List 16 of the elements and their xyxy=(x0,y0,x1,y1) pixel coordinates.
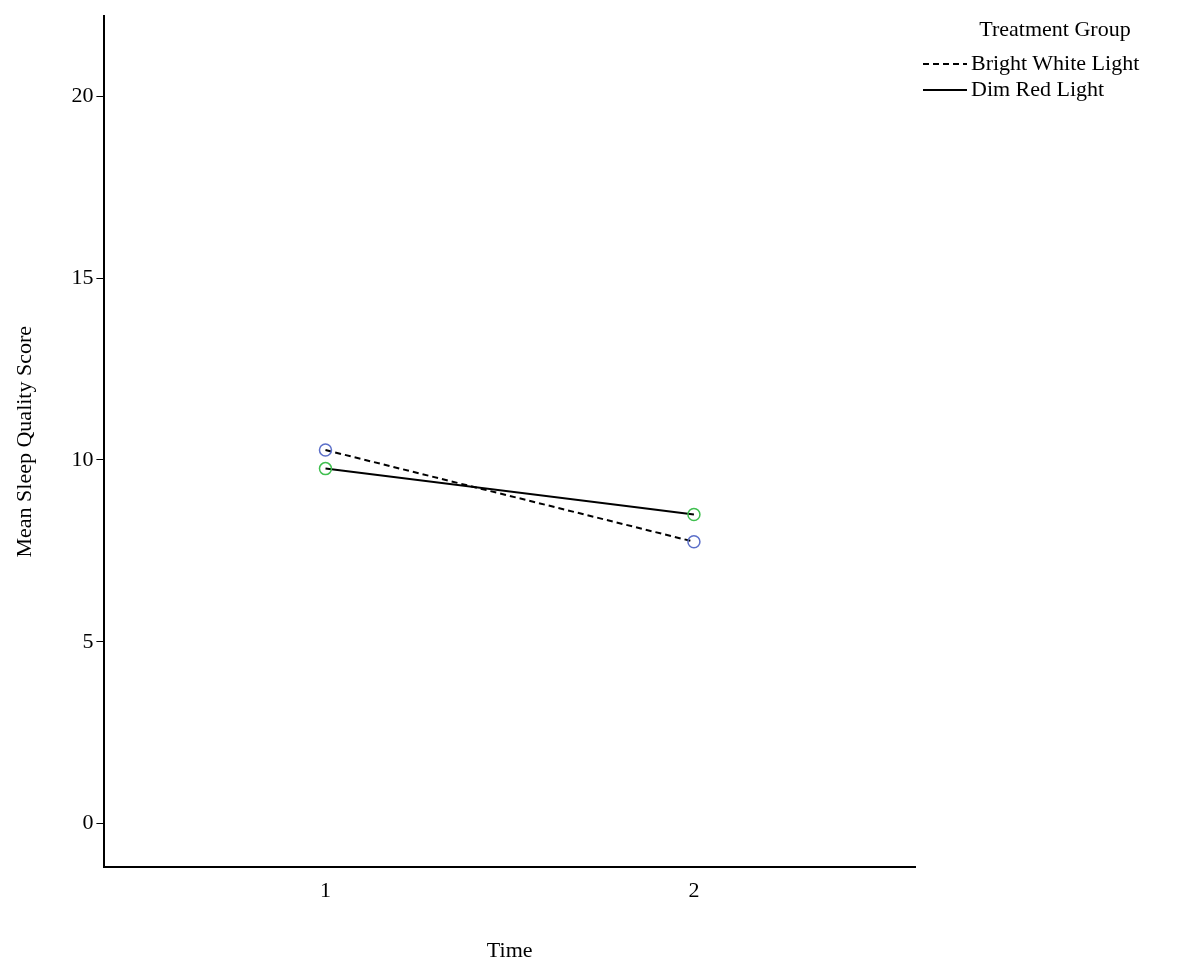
y-axis-title: Mean Sleep Quality Score xyxy=(10,325,36,558)
legend-label: Bright White Light xyxy=(971,49,1140,75)
y-tick-label: 5 xyxy=(82,627,94,653)
y-tick-label: 10 xyxy=(71,445,94,471)
legend-label: Dim Red Light xyxy=(971,75,1105,101)
x-tick-label: 2 xyxy=(688,877,700,903)
point xyxy=(318,461,333,476)
y-tick-label: 0 xyxy=(82,809,94,835)
point xyxy=(687,507,701,522)
y-tick-label: 20 xyxy=(71,81,94,107)
x-axis-title: Time xyxy=(486,936,533,962)
point xyxy=(687,534,701,549)
point xyxy=(318,443,333,457)
legend-title: Treatment Group xyxy=(979,15,1131,41)
x-tick-label: 1 xyxy=(319,877,331,903)
y-tick-label: 15 xyxy=(71,263,94,289)
